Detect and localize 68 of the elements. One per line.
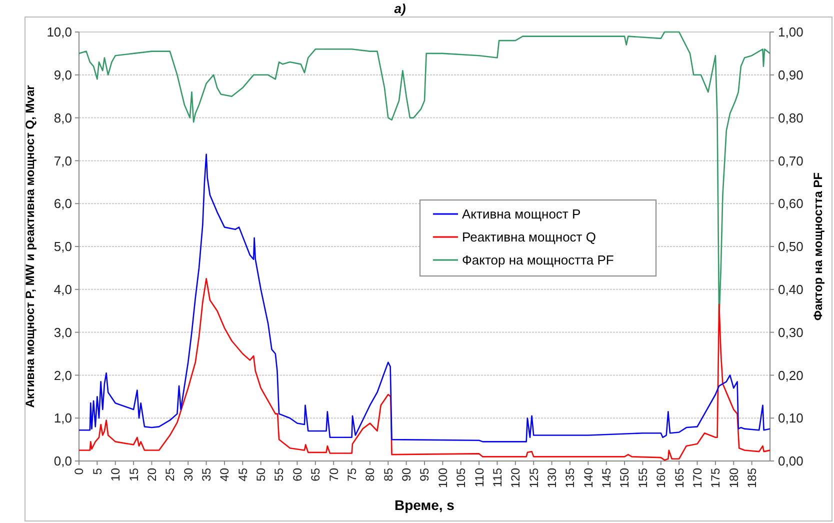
y2-tick-label: 0,30	[778, 324, 804, 340]
x-tick-label: 10	[108, 468, 123, 482]
x-tick-label: 110	[472, 468, 486, 488]
x-tick-label: 120	[508, 468, 523, 488]
x-tick-label: 145	[600, 468, 614, 488]
x-tick-label: 55	[272, 468, 286, 482]
x-tick-label: 150	[618, 468, 632, 488]
y2-tick-label: 0,40	[778, 282, 804, 297]
x-tick-label: 95	[418, 468, 432, 482]
y-tick-label: 3,0	[54, 324, 72, 340]
x-tick-label: 125	[526, 468, 541, 488]
y2-tick-label: 0,10	[778, 410, 804, 426]
x-tick-label: 185	[745, 468, 760, 488]
y-tick-label: 4,0	[54, 282, 72, 297]
x-tick-label: 100	[436, 468, 450, 488]
x-tick-label: 30	[181, 468, 196, 482]
x-tick-label: 40	[218, 468, 232, 482]
x-tick-label: 170	[690, 468, 704, 488]
x-tick-label: 50	[254, 468, 268, 482]
x-tick-label: 80	[363, 468, 378, 482]
legend-label: Активна мощност P	[462, 206, 581, 222]
x-tick-label: 135	[563, 468, 578, 488]
legend-label: Фактор на мощността PF	[462, 252, 614, 268]
x-tick-label: 0	[72, 468, 86, 475]
y-tick-label: 7,0	[54, 153, 72, 168]
x-tick-label: 140	[581, 468, 596, 488]
y2-tick-label: 0,80	[778, 110, 804, 126]
x-tick-label: 160	[654, 468, 668, 488]
x-tick-label: 180	[726, 468, 741, 488]
x-tick-label: 65	[308, 468, 323, 482]
y2-tick-label: 0,70	[778, 153, 804, 168]
y-tick-label: 5,0	[54, 239, 72, 254]
y-tick-label: 8,0	[54, 110, 72, 126]
chart-title: а)	[394, 1, 406, 16]
legend-label: Реактивна мощност Q	[462, 230, 596, 245]
x-tick-label: 5	[90, 468, 104, 475]
y2-tick-label: 0,60	[778, 196, 804, 212]
x-tick-label: 25	[163, 468, 178, 482]
x-tick-label: 155	[636, 468, 650, 488]
y2-axis-title: Фактор на мощността PF	[811, 172, 825, 321]
y-tick-label: 10,0	[46, 24, 72, 40]
y-tick-label: 0,0	[54, 454, 72, 469]
y2-tick-label: 1,00	[778, 24, 804, 40]
x-tick-label: 60	[290, 468, 304, 482]
x-tick-label: 105	[454, 468, 468, 488]
y2-tick-label: 0,20	[778, 368, 804, 383]
y2-tick-label: 0,50	[778, 239, 804, 254]
y-tick-label: 6,0	[54, 196, 72, 212]
y2-tick-label: 0,90	[778, 67, 804, 82]
x-tick-label: 70	[326, 468, 341, 482]
y-tick-label: 2,0	[54, 368, 72, 383]
x-tick-label: 75	[344, 468, 359, 482]
y2-tick-label: 0,00	[778, 454, 804, 469]
y-tick-label: 1,0	[54, 410, 72, 426]
y-tick-label: 9,0	[54, 67, 72, 82]
line-series	[79, 154, 770, 442]
x-tick-label: 20	[144, 468, 159, 482]
x-tick-label: 45	[236, 468, 250, 482]
y-axis-title: Активна мощност P, MW и реактивна мощност Q, Mvar	[23, 84, 37, 408]
x-tick-label: 175	[708, 468, 723, 488]
x-tick-label: 130	[544, 468, 559, 488]
x-tick-label: 90	[400, 468, 414, 482]
x-tick-label: 35	[199, 468, 214, 482]
x-tick-label: 85	[381, 468, 396, 482]
x-tick-label: 15	[126, 468, 141, 482]
x-axis-title: Време, s	[394, 497, 455, 513]
x-tick-label: 115	[490, 468, 504, 488]
x-tick-label: 165	[672, 468, 686, 488]
